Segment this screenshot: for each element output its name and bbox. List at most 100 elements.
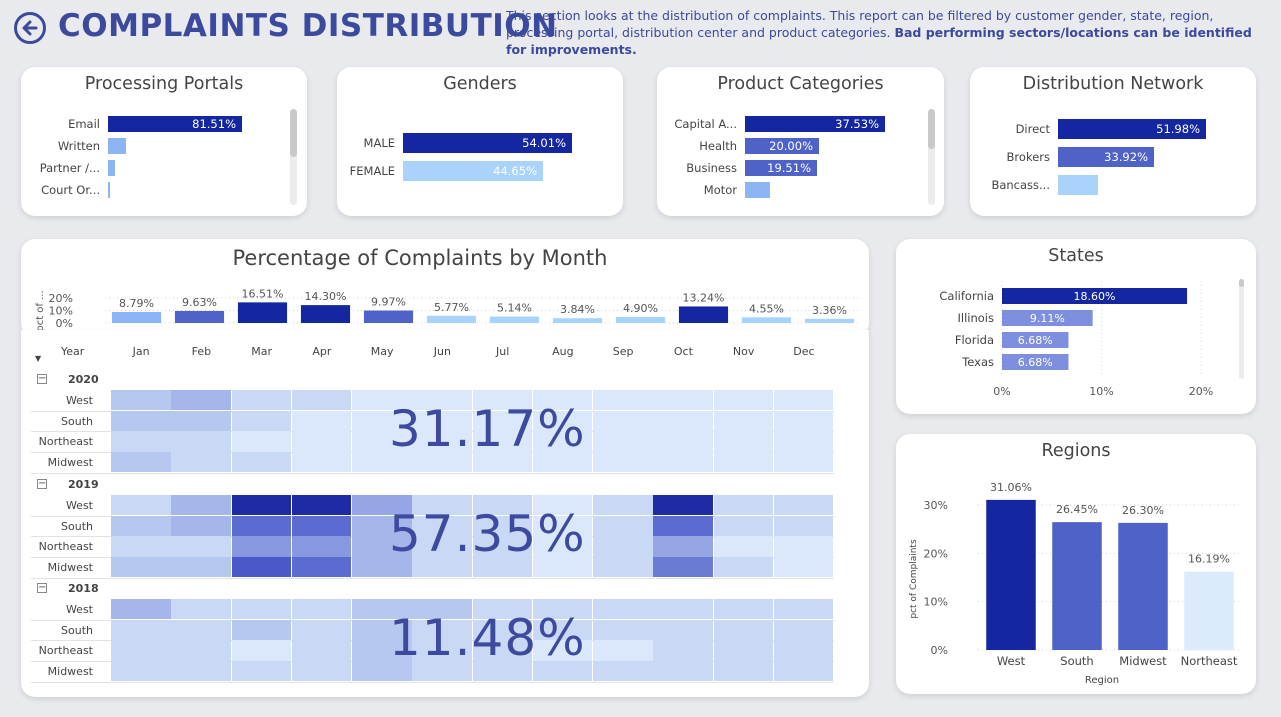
region-bar[interactable]	[1118, 522, 1168, 650]
matrix-cell[interactable]	[653, 640, 713, 661]
portal-bar-court[interactable]	[108, 182, 110, 198]
matrix-cell[interactable]	[352, 640, 412, 661]
matrix-cell[interactable]	[111, 557, 171, 578]
matrix-cell[interactable]	[593, 619, 653, 640]
matrix-cell[interactable]	[231, 389, 292, 410]
matrix-cell[interactable]	[291, 661, 352, 682]
matrix-cell[interactable]	[171, 494, 231, 515]
matrix-col-header[interactable]: Nov	[732, 345, 755, 358]
matrix-row-label[interactable]: Midwest	[47, 456, 93, 470]
matrix-cell[interactable]	[412, 389, 472, 410]
matrix-cell[interactable]	[412, 640, 472, 661]
matrix-cell[interactable]	[291, 557, 352, 578]
matrix-cell[interactable]	[713, 389, 774, 410]
matrix-cell[interactable]	[111, 515, 171, 536]
matrix-cell[interactable]	[412, 598, 472, 619]
matrix-cell[interactable]	[231, 452, 292, 473]
month-bar[interactable]	[489, 316, 540, 323]
matrix-cell[interactable]	[352, 515, 412, 536]
matrix-cell[interactable]	[472, 598, 533, 619]
matrix-row-label[interactable]: West	[65, 602, 93, 616]
gender-bar-female[interactable]: 44.65%	[403, 161, 543, 181]
matrix-row-label[interactable]: South	[61, 623, 93, 637]
matrix-cell[interactable]	[231, 431, 292, 452]
product-bar-motor[interactable]	[745, 182, 770, 198]
matrix-cell[interactable]	[352, 598, 412, 619]
matrix-cell[interactable]	[713, 619, 774, 640]
region-bar[interactable]	[986, 499, 1036, 650]
matrix-cell[interactable]	[171, 557, 231, 578]
matrix-cell[interactable]	[653, 431, 713, 452]
matrix-col-header[interactable]: Jan	[132, 345, 150, 358]
matrix-cell[interactable]	[472, 640, 533, 661]
matrix-col-header[interactable]: Sep	[612, 345, 634, 358]
matrix-cell[interactable]	[472, 494, 533, 515]
matrix-cell[interactable]	[171, 515, 231, 536]
matrix-cell[interactable]	[653, 536, 713, 557]
matrix-cell[interactable]	[713, 661, 774, 682]
matrix-cell[interactable]	[653, 515, 713, 536]
matrix-cell[interactable]	[773, 494, 834, 515]
matrix-col-header[interactable]: Jun	[433, 345, 451, 358]
matrix-cell[interactable]	[111, 640, 171, 661]
matrix-cell[interactable]	[352, 557, 412, 578]
matrix-cell[interactable]	[472, 452, 533, 473]
matrix-cell[interactable]	[593, 536, 653, 557]
collapse-icon[interactable]: −	[37, 478, 47, 489]
matrix-cell[interactable]	[412, 410, 472, 431]
scrollbar-track[interactable]	[1239, 279, 1244, 379]
matrix-cell[interactable]	[291, 431, 352, 452]
matrix-cell[interactable]	[472, 557, 533, 578]
matrix-cell[interactable]	[231, 640, 292, 661]
matrix-cell[interactable]	[532, 661, 593, 682]
collapse-icon[interactable]: −	[37, 582, 47, 593]
matrix-cell[interactable]	[532, 515, 593, 536]
matrix-row-label[interactable]: West	[65, 393, 93, 407]
matrix-cell[interactable]	[171, 619, 231, 640]
matrix-cell[interactable]	[593, 557, 653, 578]
matrix-cell[interactable]	[472, 389, 533, 410]
matrix-cell[interactable]	[171, 431, 231, 452]
matrix-col-header[interactable]: Mar	[251, 345, 272, 358]
matrix-cell[interactable]	[593, 598, 653, 619]
matrix-cell[interactable]	[713, 494, 774, 515]
region-bar[interactable]	[1052, 522, 1102, 650]
matrix-cell[interactable]	[412, 494, 472, 515]
scrollbar-track[interactable]	[928, 109, 935, 205]
matrix-cell[interactable]	[653, 452, 713, 473]
matrix-cell[interactable]	[653, 494, 713, 515]
matrix-row-label[interactable]: Northeast	[38, 644, 93, 658]
gender-bar-male[interactable]: 54.01%	[403, 133, 572, 153]
matrix-cell[interactable]	[412, 452, 472, 473]
matrix-cell[interactable]	[231, 536, 292, 557]
matrix-cell[interactable]	[773, 557, 834, 578]
month-bar[interactable]	[741, 317, 792, 323]
matrix-cell[interactable]	[653, 661, 713, 682]
matrix-cell[interactable]	[773, 536, 834, 557]
matrix-row-label[interactable]: Northeast	[38, 435, 93, 449]
matrix-cell[interactable]	[412, 661, 472, 682]
month-bar[interactable]	[363, 310, 414, 323]
matrix-cell[interactable]	[593, 494, 653, 515]
matrix-cell[interactable]	[291, 410, 352, 431]
matrix-cell[interactable]	[532, 619, 593, 640]
scrollbar-thumb[interactable]	[928, 109, 935, 149]
matrix-cell[interactable]	[231, 661, 292, 682]
matrix-cell[interactable]	[291, 389, 352, 410]
matrix-cell[interactable]	[773, 619, 834, 640]
matrix-col-header[interactable]: Feb	[191, 345, 212, 358]
product-bar-health[interactable]: 20.00%	[745, 138, 819, 154]
matrix-col-header-year[interactable]: Year	[61, 345, 85, 358]
matrix-cell[interactable]	[472, 619, 533, 640]
state-bar[interactable]	[1002, 310, 1093, 326]
matrix-cell[interactable]	[593, 389, 653, 410]
matrix-cell[interactable]	[412, 536, 472, 557]
back-arrow-icon[interactable]	[14, 12, 46, 44]
matrix-cell[interactable]	[111, 410, 171, 431]
matrix-cell[interactable]	[352, 661, 412, 682]
state-bar[interactable]	[1002, 332, 1069, 348]
matrix-cell[interactable]	[773, 515, 834, 536]
month-bar[interactable]	[237, 302, 288, 323]
matrix-year-label[interactable]: 2019	[68, 478, 99, 491]
matrix-cell[interactable]	[412, 515, 472, 536]
